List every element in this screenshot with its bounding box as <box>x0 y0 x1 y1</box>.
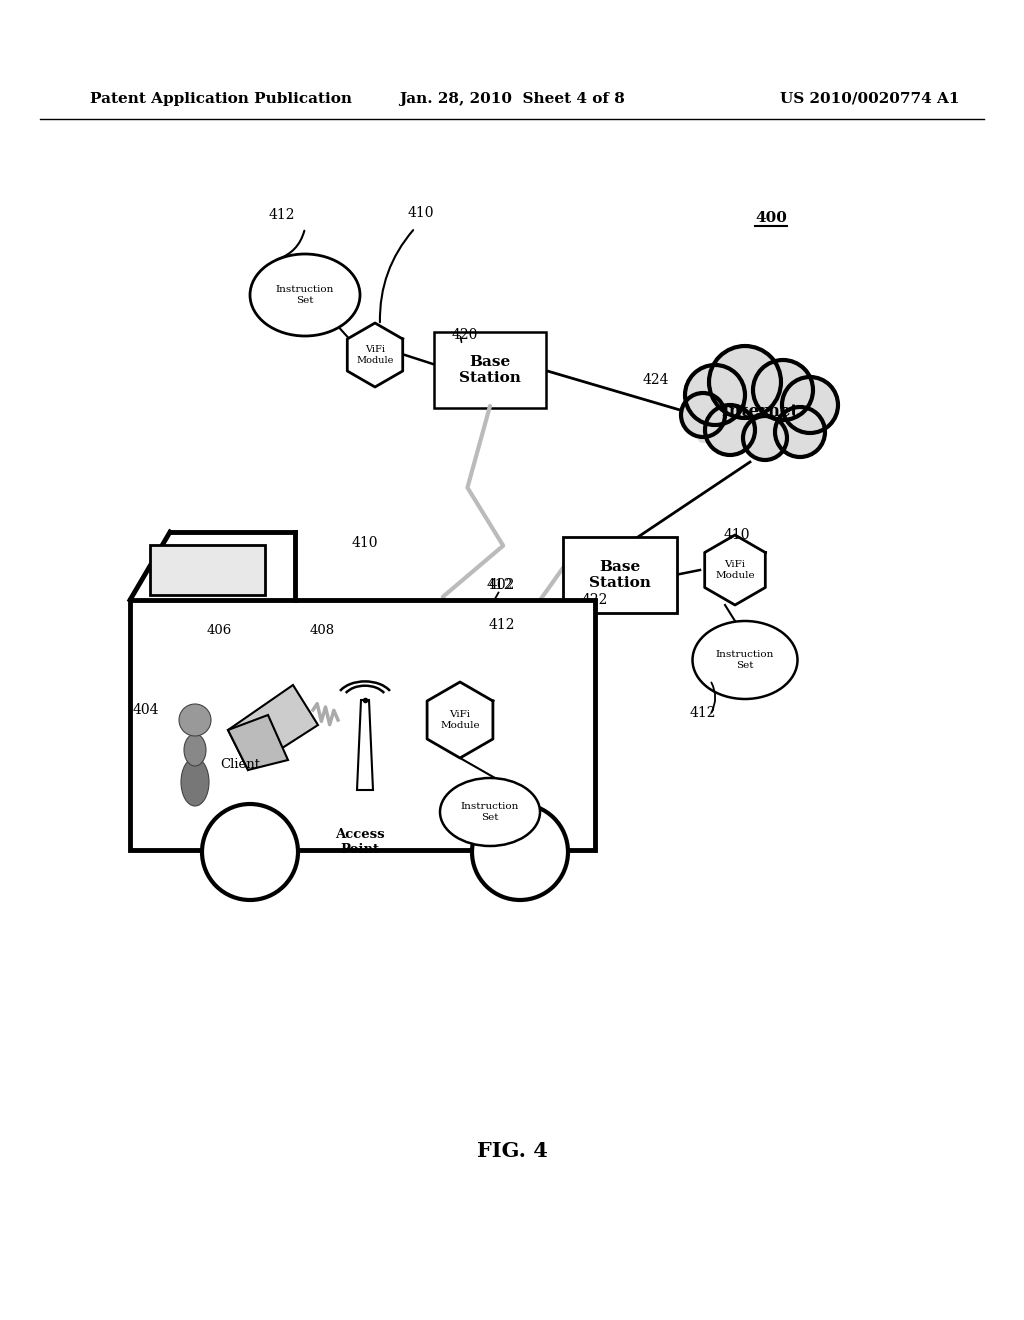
Text: 402: 402 <box>489 578 515 591</box>
Text: Base
Station: Base Station <box>459 355 521 385</box>
Text: ViFi
Module: ViFi Module <box>440 710 480 730</box>
Text: 412: 412 <box>690 706 717 719</box>
Text: 420: 420 <box>452 327 478 342</box>
Text: 412: 412 <box>487 578 513 591</box>
Polygon shape <box>228 685 318 770</box>
Text: 412: 412 <box>489 618 515 632</box>
Text: Patent Application Publication: Patent Application Publication <box>90 92 352 106</box>
Circle shape <box>743 416 787 459</box>
Ellipse shape <box>181 758 209 807</box>
Circle shape <box>709 346 781 418</box>
Polygon shape <box>228 715 288 770</box>
Polygon shape <box>347 323 402 387</box>
Text: Instruction
Set: Instruction Set <box>461 803 519 821</box>
Text: 400: 400 <box>755 211 786 224</box>
Text: FIG. 4: FIG. 4 <box>476 1140 548 1162</box>
Text: 410: 410 <box>352 536 379 550</box>
Ellipse shape <box>184 734 206 766</box>
Text: Instruction
Set: Instruction Set <box>275 285 334 305</box>
Circle shape <box>179 704 211 737</box>
FancyBboxPatch shape <box>563 537 677 612</box>
Circle shape <box>705 405 755 455</box>
Text: 410: 410 <box>408 206 434 220</box>
Text: 404: 404 <box>133 704 160 717</box>
Ellipse shape <box>440 777 540 846</box>
Text: 412: 412 <box>268 209 295 222</box>
Text: 406: 406 <box>207 623 232 636</box>
FancyBboxPatch shape <box>698 383 815 444</box>
Text: ViFi
Module: ViFi Module <box>715 560 755 579</box>
FancyBboxPatch shape <box>434 333 546 408</box>
Text: US 2010/0020774 A1: US 2010/0020774 A1 <box>780 92 961 106</box>
Text: ViFi
Module: ViFi Module <box>356 346 393 364</box>
Circle shape <box>782 378 838 433</box>
Text: 408: 408 <box>310 623 335 636</box>
Text: Jan. 28, 2010  Sheet 4 of 8: Jan. 28, 2010 Sheet 4 of 8 <box>399 92 625 106</box>
Polygon shape <box>427 682 493 758</box>
FancyBboxPatch shape <box>150 545 265 595</box>
Text: 424: 424 <box>643 374 670 387</box>
Circle shape <box>681 393 725 437</box>
Text: Client: Client <box>220 759 260 771</box>
Circle shape <box>685 366 745 425</box>
FancyBboxPatch shape <box>130 601 595 850</box>
Circle shape <box>202 804 298 900</box>
Polygon shape <box>357 700 373 789</box>
Text: Access
Point: Access Point <box>335 828 385 855</box>
Circle shape <box>775 407 825 457</box>
Circle shape <box>753 360 813 420</box>
Circle shape <box>472 804 568 900</box>
Polygon shape <box>705 535 765 605</box>
Ellipse shape <box>692 620 798 700</box>
Text: Internet: Internet <box>722 404 799 421</box>
Text: Base
Station: Base Station <box>589 560 651 590</box>
Text: 422: 422 <box>582 593 608 607</box>
Ellipse shape <box>250 253 360 337</box>
Text: Instruction
Set: Instruction Set <box>716 651 774 669</box>
Text: 410: 410 <box>724 528 751 543</box>
